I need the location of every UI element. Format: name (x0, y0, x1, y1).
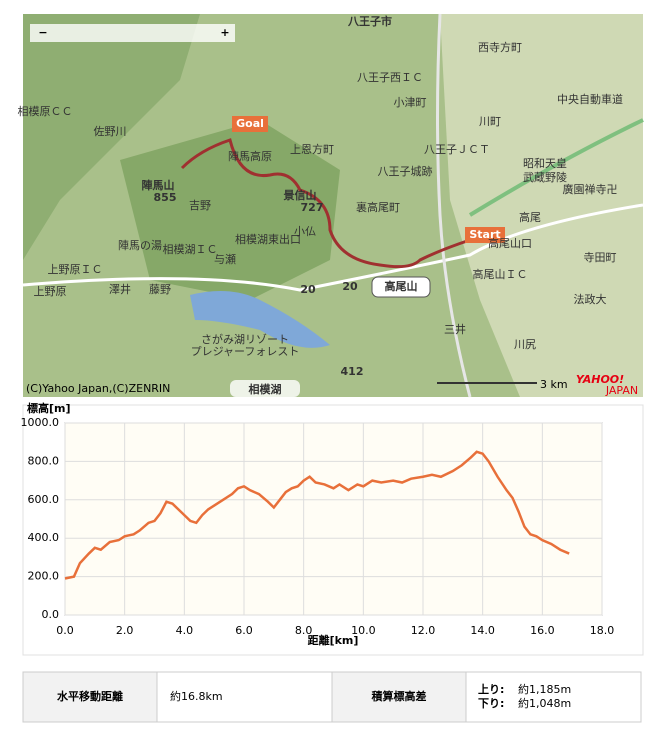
lake (190, 291, 330, 348)
highway (468, 118, 644, 217)
x-tick-label: 4.0 (176, 624, 194, 637)
x-tick-label: 6.0 (235, 624, 253, 637)
map: − + Goal Start (C)Yahoo Japan,(C)ZENRIN … (22, 13, 644, 398)
logo-sub: JAPAN (605, 384, 638, 397)
map-label: 727 (301, 201, 324, 214)
map-label: 澤井 (109, 282, 131, 296)
map-label: 八王子西ＩＣ (357, 71, 423, 84)
map-label: 与瀬 (214, 252, 236, 266)
x-tick-label: 18.0 (590, 624, 615, 637)
y-tick-label: 0.0 (42, 608, 60, 621)
elevation-line (64, 450, 570, 580)
map-label: 20 (300, 283, 316, 296)
map-label: 上野原 (34, 285, 67, 298)
logo: YAHOO! (576, 373, 624, 386)
map-label: 20 (342, 280, 358, 293)
x-tick-label: 10.0 (351, 624, 376, 637)
route (180, 138, 486, 269)
terrain (440, 14, 643, 397)
x-tick-label: 2.0 (116, 624, 134, 637)
scale-label: 3 km (540, 378, 568, 391)
map-label: 八王子市 (347, 14, 392, 28)
map-label: 相模湖東出口 (235, 232, 301, 246)
map-label: 高尾 (519, 210, 541, 224)
x-axis-label: 距離[km] (308, 633, 359, 647)
copyright: (C)Yahoo Japan,(C)ZENRIN (26, 382, 170, 395)
x-tick-label: 8.0 (295, 624, 313, 637)
cell: 約1,185m (518, 682, 571, 696)
map-label: 八王子ＪＣＴ (424, 143, 490, 156)
map-label: 裏高尾町 (356, 200, 400, 214)
table-head (331, 671, 467, 723)
y-tick-label: 1000.0 (21, 416, 60, 429)
cell: 約16.8km (170, 689, 223, 703)
terrain (120, 120, 340, 300)
zoom-out[interactable]: − (38, 26, 47, 39)
x-tick-label: 16.0 (530, 624, 555, 637)
label-box (371, 276, 431, 298)
map-label: 川尻 (514, 338, 536, 351)
cell: 水平移動距離 (57, 689, 123, 703)
map-label: 廣園禅寺卍 (563, 182, 618, 196)
cell: 下り: (478, 697, 504, 710)
cell: 積算標高差 (371, 689, 427, 703)
map-label: 景信山 (283, 188, 317, 202)
map-label: 相模湖 (249, 382, 282, 396)
map-label: 西寺方町 (478, 40, 522, 54)
map-label: 陣馬山 (142, 178, 175, 192)
road (436, 13, 472, 398)
map-label: 寺田町 (584, 251, 617, 264)
map-label: 上恩方町 (290, 142, 334, 156)
x-tick-label: 0.0 (56, 624, 74, 637)
map-label: 小津町 (394, 96, 427, 109)
cell: 上り: (478, 682, 504, 696)
label-box (230, 380, 300, 397)
map-label: 中央自動車道 (557, 92, 623, 106)
map-label: 佐野川 (94, 124, 127, 138)
y-axis-label: 標高[m] (27, 401, 71, 415)
map-label: 武蔵野陵 (523, 171, 567, 184)
x-tick-label: 14.0 (470, 624, 495, 637)
y-tick-label: 400.0 (28, 531, 60, 544)
road (22, 203, 644, 292)
map-label: 陣馬高原 (228, 149, 272, 163)
map-label: 高尾山口 (488, 236, 532, 250)
x-tick-label: 12.0 (411, 624, 436, 637)
map-label: 相模湖ＩＣ (163, 243, 218, 256)
map-label: 小仏 (294, 225, 316, 238)
map-label: 川町 (479, 115, 501, 128)
map-label: 855 (154, 191, 177, 204)
map-label: 法政大 (574, 292, 607, 306)
y-tick-label: 600.0 (28, 493, 60, 506)
map-label: 上野原ＩＣ (48, 263, 103, 276)
zoom-in[interactable]: + (220, 26, 229, 39)
goal-flag (232, 116, 268, 132)
map-label: 高尾山ＩＣ (473, 267, 528, 281)
start: Start (469, 228, 500, 241)
start-flag (465, 227, 505, 243)
map-label: プレジャーフォレスト (191, 345, 300, 358)
map-label: 陣馬の湯 (118, 239, 162, 252)
table-head (22, 671, 158, 723)
map-label: 高尾山 (385, 279, 418, 293)
goal: Goal (236, 117, 264, 130)
cell: 約1,048m (518, 696, 571, 710)
map-label: 三井 (444, 322, 466, 336)
map-label: 相模原ＣＣ (18, 105, 73, 118)
y-tick-label: 800.0 (28, 454, 60, 467)
summary-table: 水平移動距離 約16.8km 積算標高差 上り: 約1,185m 下り: 約1,… (22, 671, 642, 723)
map-label: 藤野 (149, 283, 171, 296)
terrain (23, 14, 200, 260)
zoom-bar[interactable] (30, 24, 235, 42)
map-label: 412 (341, 365, 364, 378)
map-label: 吉野 (189, 199, 211, 212)
y-tick-label: 200.0 (28, 570, 60, 583)
map-label: さがみ湖リゾート (201, 332, 289, 346)
map-label: 八王子城跡 (378, 164, 433, 178)
map-label: 昭和天皇 (523, 156, 567, 170)
